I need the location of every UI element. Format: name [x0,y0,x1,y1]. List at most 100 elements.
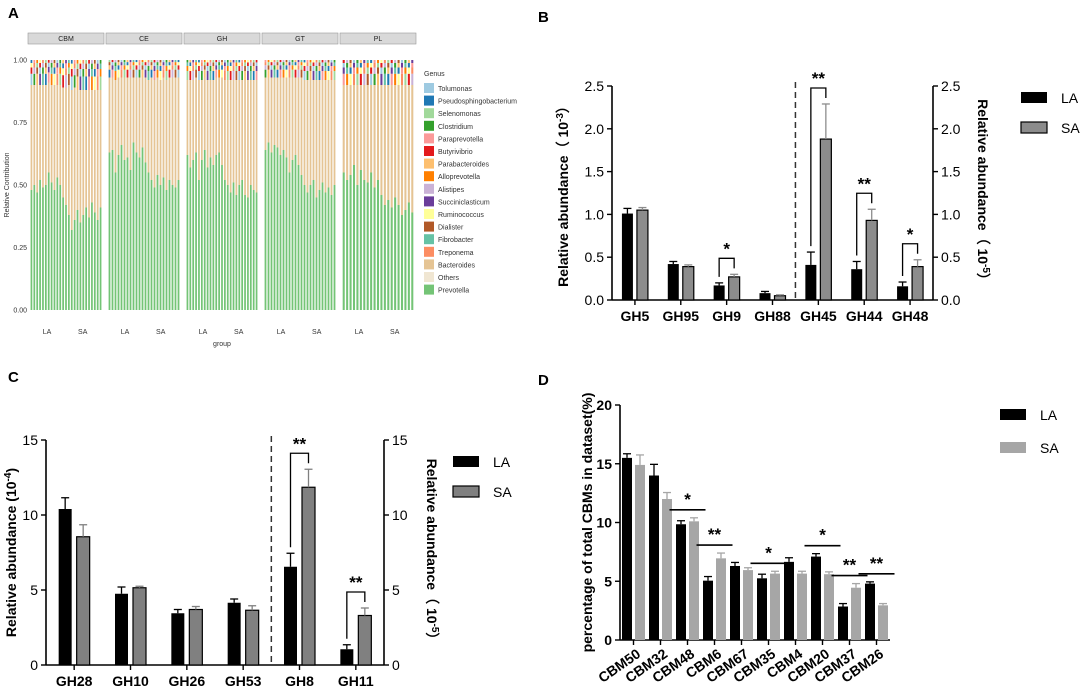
stack-bacteroides [218,77,220,153]
stack-minor-genus [264,69,267,78]
stack-minor-genus [198,60,200,63]
stack-bacteroides [33,85,36,185]
x-tick-label: GH95 [662,308,699,324]
stack-prevotella [76,210,79,310]
bar-sa [716,558,726,640]
stack-bacteroides [285,77,288,158]
stack-minor-genus [141,60,144,63]
stack-minor-genus [82,76,85,90]
stack-minor-genus [238,62,241,66]
stack-prevotella [203,150,206,310]
bar-la [649,475,659,640]
stack-minor-genus [285,65,288,70]
legend-entry: Tolumonas [438,86,472,93]
stack-minor-genus [47,60,50,63]
stack-minor-genus [400,73,404,85]
stack-bacteroides [138,77,141,158]
stack-minor-genus [400,60,404,63]
stack-minor-genus [62,68,64,76]
group-label-sa: SA [234,329,244,336]
legend-swatch-sa [1020,121,1048,134]
stack-prevotella [47,172,50,310]
stack-minor-genus [249,60,252,63]
stack-minor-genus [150,60,153,63]
stack-bacteroides [120,77,123,145]
stack-minor-genus [132,65,135,70]
y-tick-label: 0.50 [13,183,27,190]
stack-minor-genus [373,73,376,85]
stack-prevotella [96,220,99,310]
stack-minor-genus [198,62,200,66]
stack-bacteroides [153,80,156,188]
stack-prevotella [235,195,238,310]
stack-minor-genus [120,65,123,70]
stack-minor-genus [96,60,99,64]
stack-bacteroides [215,77,218,155]
stack-minor-genus [91,76,93,90]
stack-minor-genus [215,69,218,78]
stack-minor-genus [303,62,306,66]
stack-prevotella [342,172,345,310]
stack-prevotella [111,150,114,310]
significance-bracket [901,243,919,277]
group-label-la: LA [277,329,286,336]
group-label-la: LA [121,329,130,336]
stack-prevotella [198,180,200,310]
stack-minor-genus [42,63,44,68]
stack-prevotella [333,185,336,310]
stack-minor-genus [291,65,294,70]
stack-minor-genus [138,65,141,70]
stack-minor-genus [147,66,150,71]
y-tick-label: 0 [604,632,612,648]
legend-swatch-la [1000,409,1026,420]
stack-minor-genus [333,71,336,80]
stack-minor-genus [65,60,67,64]
stack-minor-genus [59,67,62,74]
stack-minor-genus [206,66,209,71]
stack-prevotella [171,185,174,310]
stack-bacteroides [407,85,410,203]
stack-bacteroides [99,90,102,208]
bar-la [811,556,821,640]
stack-minor-genus [270,69,273,78]
stack-prevotella [117,155,120,310]
stack-minor-genus [394,63,397,68]
stack-minor-genus [324,62,327,66]
y2-axis-label-exponent: -5 [430,624,441,633]
stack-bacteroides [342,85,345,173]
stack-minor-genus [255,66,258,71]
stack-minor-genus [42,60,44,63]
stack-minor-genus [407,67,410,74]
significance-marker: ** [349,573,363,592]
stack-minor-genus [73,75,76,88]
y2-tick-label: 10 [392,507,408,523]
stack-minor-genus [186,66,189,71]
y-axis-label-close: ） [555,99,571,113]
legend-swatch [424,221,434,232]
stack-minor-genus [359,73,362,85]
stack-minor-genus [44,63,47,68]
stack-minor-genus [321,62,324,66]
bar-sa [824,574,834,640]
stack-minor-genus [114,60,117,63]
stack-minor-genus [373,60,376,63]
bar-sa [851,587,861,640]
stack-prevotella [50,182,53,310]
stack-bacteroides [363,85,366,180]
stack-bacteroides [165,80,168,190]
stack-prevotella [404,210,407,310]
stack-bacteroides [174,77,177,188]
stack-minor-genus [111,65,114,70]
stack-prevotella [321,182,324,310]
stack-bacteroides [235,80,238,195]
stack-bacteroides [226,80,229,185]
stack-minor-genus [383,60,386,63]
bar-la [284,566,297,665]
stack-minor-genus [198,66,200,71]
y-tick-label: 20 [596,397,612,413]
y-axis-label: Relative abundance (10-4) [3,468,20,637]
stack-prevotella [79,222,82,310]
stack-minor-genus [221,60,223,63]
stack-bacteroides [93,90,96,213]
stack-minor-genus [171,62,174,66]
